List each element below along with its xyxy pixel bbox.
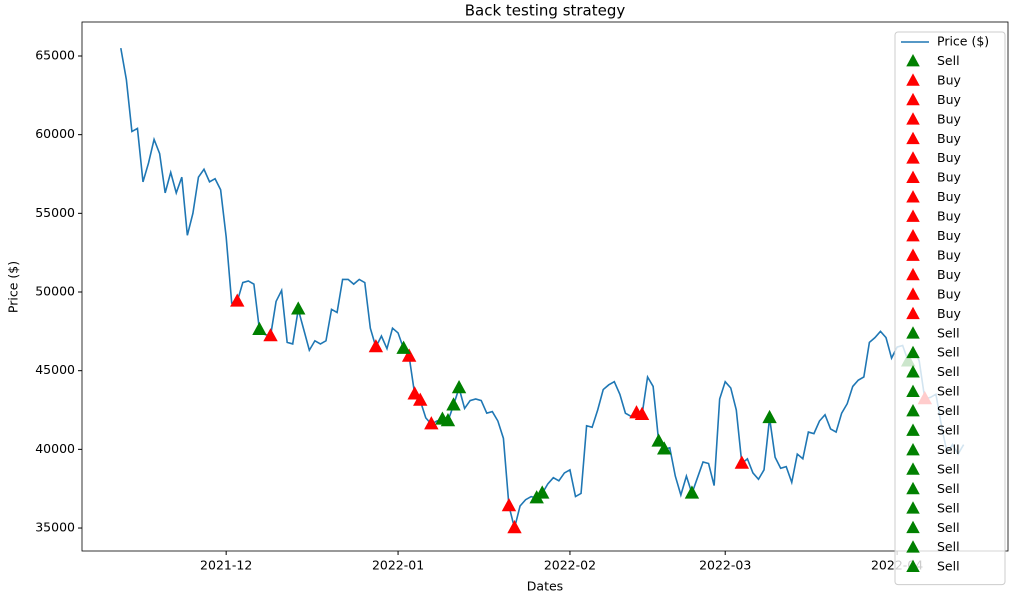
y-tick-label: 55000 bbox=[35, 205, 75, 220]
legend-marker bbox=[906, 170, 920, 184]
signal-marker bbox=[263, 328, 278, 342]
legend-marker bbox=[906, 267, 920, 281]
signal-marker bbox=[252, 321, 267, 335]
signal-marker bbox=[230, 293, 245, 307]
x-tick-label: 2022-02 bbox=[544, 558, 596, 573]
legend-marker bbox=[906, 442, 920, 456]
legend-label: Sell bbox=[937, 325, 960, 340]
legend-marker bbox=[906, 209, 920, 222]
legend-label: Sell bbox=[937, 461, 960, 476]
legend-label: Sell bbox=[937, 403, 960, 418]
legend-marker bbox=[906, 229, 920, 242]
signal-marker bbox=[396, 340, 411, 354]
signal-marker bbox=[451, 379, 467, 394]
legend-label: Buy bbox=[937, 306, 961, 321]
legend-marker bbox=[906, 345, 920, 359]
legend-box bbox=[894, 31, 1006, 586]
legend-marker bbox=[906, 287, 920, 300]
y-tick-label: 35000 bbox=[35, 520, 75, 535]
legend-marker bbox=[906, 190, 920, 203]
signal-marker bbox=[734, 455, 750, 469]
legend-label: Buy bbox=[937, 92, 961, 107]
signal-marker bbox=[413, 392, 428, 406]
y-tick-label: 65000 bbox=[35, 47, 75, 62]
legend-marker bbox=[906, 73, 920, 86]
x-tick-label: 2022-01 bbox=[372, 558, 424, 573]
legend-label: Price ($) bbox=[937, 34, 989, 49]
legend-label: Buy bbox=[937, 72, 961, 87]
legend-label: Buy bbox=[937, 267, 961, 282]
legend-marker bbox=[906, 151, 920, 164]
legend-label: Buy bbox=[937, 209, 961, 224]
legend-marker bbox=[906, 501, 920, 514]
legend-marker bbox=[906, 540, 920, 553]
signal-marker bbox=[291, 301, 306, 315]
signal-marker bbox=[446, 397, 461, 411]
legend-marker bbox=[906, 423, 920, 436]
chart-title: Back testing strategy bbox=[465, 2, 626, 20]
legend-label: Sell bbox=[937, 500, 960, 515]
legend-label: Buy bbox=[937, 170, 961, 185]
legend-marker bbox=[906, 559, 920, 573]
legend-label: Sell bbox=[937, 384, 960, 399]
legend-label: Buy bbox=[937, 111, 961, 126]
legend-label: Buy bbox=[937, 189, 961, 204]
legend-marker bbox=[906, 384, 920, 397]
legend-marker bbox=[906, 365, 920, 378]
signal-marker bbox=[424, 416, 439, 430]
legend-marker bbox=[906, 326, 920, 339]
signal-marker bbox=[684, 485, 700, 499]
legend-marker bbox=[906, 404, 920, 417]
legend-label: Sell bbox=[937, 539, 960, 554]
signal-marker bbox=[634, 406, 650, 420]
x-tick-label: 2021-12 bbox=[200, 558, 252, 573]
legend-label: Buy bbox=[937, 131, 961, 146]
legend-label: Sell bbox=[937, 53, 960, 68]
signal-marker bbox=[535, 485, 550, 499]
legend-label: Sell bbox=[937, 442, 960, 457]
legend-label: Buy bbox=[937, 286, 961, 301]
signal-marker bbox=[657, 441, 672, 455]
signal-marker bbox=[440, 413, 456, 427]
x-axis-label: Dates bbox=[527, 579, 563, 594]
legend-marker bbox=[906, 248, 920, 261]
y-tick-label: 50000 bbox=[35, 284, 75, 299]
legend-marker bbox=[906, 306, 920, 320]
legend-marker bbox=[906, 92, 920, 106]
signal-marker bbox=[401, 348, 417, 362]
legend-label: Buy bbox=[937, 247, 961, 262]
legend-marker bbox=[906, 53, 920, 67]
legend-marker bbox=[906, 112, 920, 125]
plot-frame bbox=[81, 21, 1009, 552]
legend-marker bbox=[906, 131, 920, 145]
legend-label: Sell bbox=[937, 481, 960, 496]
legend-marker bbox=[906, 462, 920, 475]
y-tick-label: 45000 bbox=[35, 362, 75, 377]
signal-marker bbox=[501, 497, 517, 512]
legend-label: Buy bbox=[937, 228, 961, 243]
y-tick-label: 40000 bbox=[35, 441, 75, 456]
price-line bbox=[120, 47, 965, 529]
y-tick-label: 60000 bbox=[35, 126, 75, 141]
x-tick-label: 2022-03 bbox=[699, 558, 751, 573]
legend-marker bbox=[906, 481, 920, 495]
legend-label: Buy bbox=[937, 150, 961, 165]
legend-marker bbox=[906, 520, 920, 534]
y-axis-label: Price ($) bbox=[6, 261, 21, 313]
signal-marker bbox=[368, 339, 384, 353]
signal-marker bbox=[651, 433, 666, 447]
legend-label: Sell bbox=[937, 364, 960, 379]
signal-marker bbox=[507, 520, 522, 534]
legend-label: Sell bbox=[937, 423, 960, 438]
legend-label: Sell bbox=[937, 345, 960, 360]
signal-marker bbox=[762, 409, 777, 424]
legend-label: Sell bbox=[937, 559, 960, 574]
legend-label: Sell bbox=[937, 520, 960, 535]
legend: Price ($) Sell Buy Buy Buy Buy Buy Buy Buy Buy Buy… bbox=[894, 31, 1006, 586]
